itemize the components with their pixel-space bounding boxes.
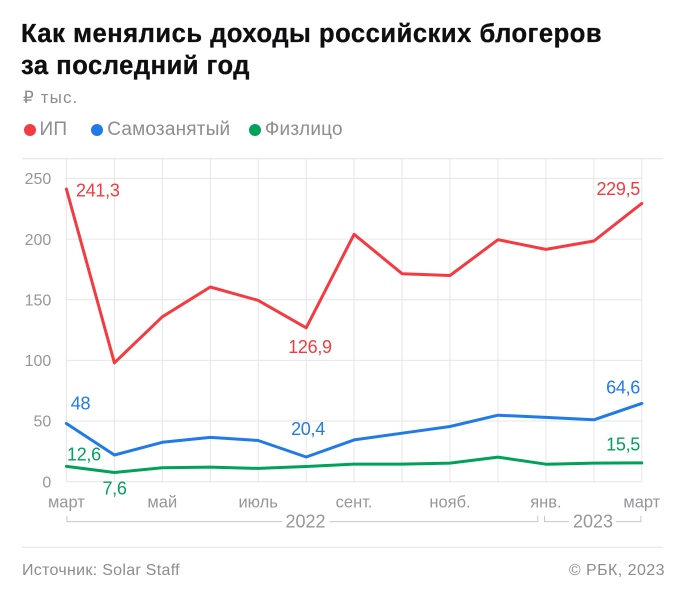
- svg-text:200: 200: [25, 232, 52, 249]
- svg-text:50: 50: [34, 414, 52, 431]
- svg-text:2023: 2023: [573, 512, 613, 532]
- svg-text:126,9: 126,9: [288, 337, 332, 357]
- svg-text:229,5: 229,5: [596, 179, 640, 199]
- svg-text:май: май: [147, 494, 177, 512]
- svg-text:нояб.: нояб.: [429, 494, 470, 512]
- svg-text:15,5: 15,5: [606, 435, 640, 455]
- svg-text:100: 100: [25, 353, 52, 370]
- svg-text:июль: июль: [238, 494, 277, 512]
- svg-text:0: 0: [42, 474, 51, 491]
- svg-text:2022: 2022: [285, 512, 325, 532]
- svg-text:150: 150: [25, 292, 52, 309]
- svg-text:янв.: янв.: [530, 494, 561, 512]
- svg-text:20,4: 20,4: [291, 419, 325, 439]
- svg-text:12,6: 12,6: [67, 444, 101, 464]
- svg-text:март: март: [623, 494, 660, 512]
- svg-text:241,3: 241,3: [76, 181, 120, 201]
- svg-text:64,6: 64,6: [606, 378, 640, 398]
- svg-text:48: 48: [71, 393, 91, 413]
- svg-text:7,6: 7,6: [102, 479, 126, 499]
- svg-text:250: 250: [25, 171, 52, 188]
- svg-text:сент.: сент.: [336, 494, 373, 512]
- svg-text:март: март: [48, 494, 85, 512]
